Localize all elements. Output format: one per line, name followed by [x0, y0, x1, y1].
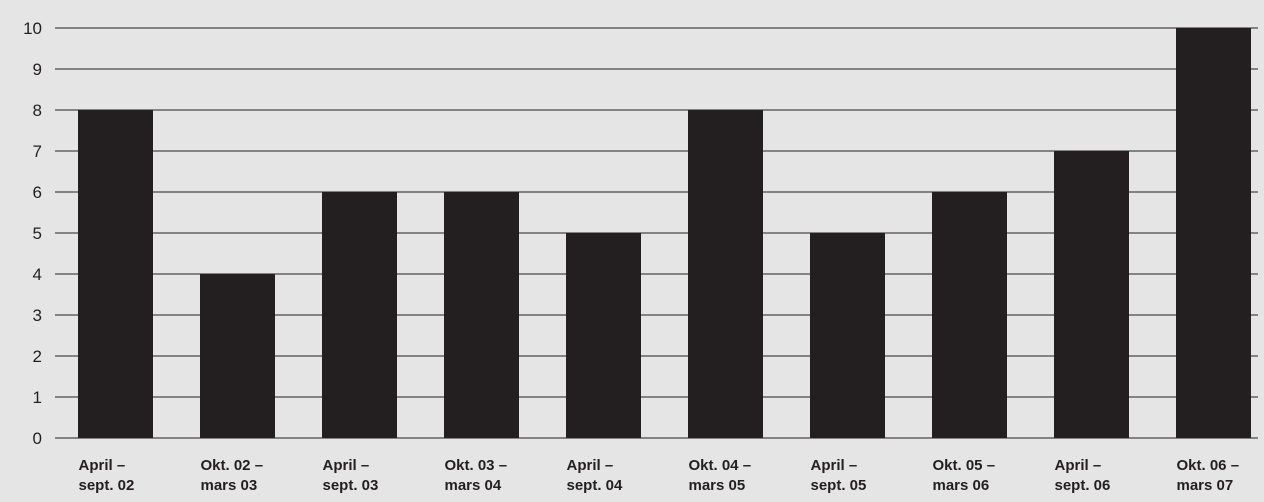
x-tick-label-line: mars 07: [1177, 477, 1234, 494]
y-tick-label: 8: [33, 101, 42, 120]
x-tick-label-line: April –: [323, 457, 370, 474]
x-tick-label-line: Okt. 04 –: [689, 457, 752, 474]
x-tick-label-line: Okt. 03 –: [445, 457, 508, 474]
y-tick-label: 3: [33, 306, 42, 325]
x-tick-label: Okt. 02 – mars 03: [201, 457, 264, 494]
x-tick-label-line: mars 05: [689, 477, 746, 494]
bar: [1054, 151, 1129, 438]
bar: [810, 233, 885, 438]
x-tick-label: Okt. 03 – mars 04: [445, 457, 508, 494]
x-tick-label-line: mars 03: [201, 477, 258, 494]
x-tick-label-line: sept. 04: [567, 477, 624, 494]
bar: [1176, 28, 1251, 438]
y-tick-label: 1: [33, 388, 42, 407]
x-tick-label-line: April –: [79, 457, 126, 474]
bar: [688, 110, 763, 438]
x-tick-label-line: April –: [567, 457, 614, 474]
bar: [566, 233, 641, 438]
y-tick-label: 6: [33, 183, 42, 202]
bar: [78, 110, 153, 438]
x-tick-label-line: Okt. 02 –: [201, 457, 264, 474]
x-tick-label-line: sept. 05: [811, 477, 867, 494]
x-tick-label: April – sept. 04: [567, 457, 624, 494]
bar: [444, 192, 519, 438]
bar: [322, 192, 397, 438]
x-tick-label-line: April –: [1055, 457, 1102, 474]
x-tick-label-line: mars 04: [445, 477, 502, 494]
x-tick-label-line: mars 06: [933, 477, 990, 494]
x-tick-label-line: sept. 03: [323, 477, 379, 494]
x-tick-label: April – sept. 02: [79, 457, 135, 494]
x-tick-label: Okt. 05 – mars 06: [933, 457, 996, 494]
x-tick-label-line: Okt. 05 –: [933, 457, 996, 474]
x-tick-label: April – sept. 03: [323, 457, 379, 494]
x-tick-label-line: Okt. 06 –: [1177, 457, 1240, 474]
x-axis-tick-labels: April – sept. 02 Okt. 02 – mars 03 April – se…: [79, 457, 1240, 494]
bar: [200, 274, 275, 438]
y-tick-label: 2: [33, 347, 42, 366]
y-tick-label: 10: [23, 19, 42, 38]
x-tick-label-line: sept. 02: [79, 477, 135, 494]
y-axis-tick-labels: 0 1 2 3 4 5 6 7 8 9 10: [23, 19, 42, 448]
y-tick-label: 4: [33, 265, 42, 284]
x-tick-label: April – sept. 05: [811, 457, 867, 494]
x-tick-label-line: sept. 06: [1055, 477, 1111, 494]
y-tick-label: 0: [33, 429, 42, 448]
x-tick-label: April – sept. 06: [1055, 457, 1111, 494]
y-tick-label: 7: [33, 142, 42, 161]
x-tick-label-line: April –: [811, 457, 858, 474]
x-tick-label: Okt. 06 – mars 07: [1177, 457, 1240, 494]
bars: [78, 28, 1251, 438]
y-tick-label: 5: [33, 224, 42, 243]
y-tick-label: 9: [33, 60, 42, 79]
bar: [932, 192, 1007, 438]
x-tick-label: Okt. 04 – mars 05: [689, 457, 752, 494]
